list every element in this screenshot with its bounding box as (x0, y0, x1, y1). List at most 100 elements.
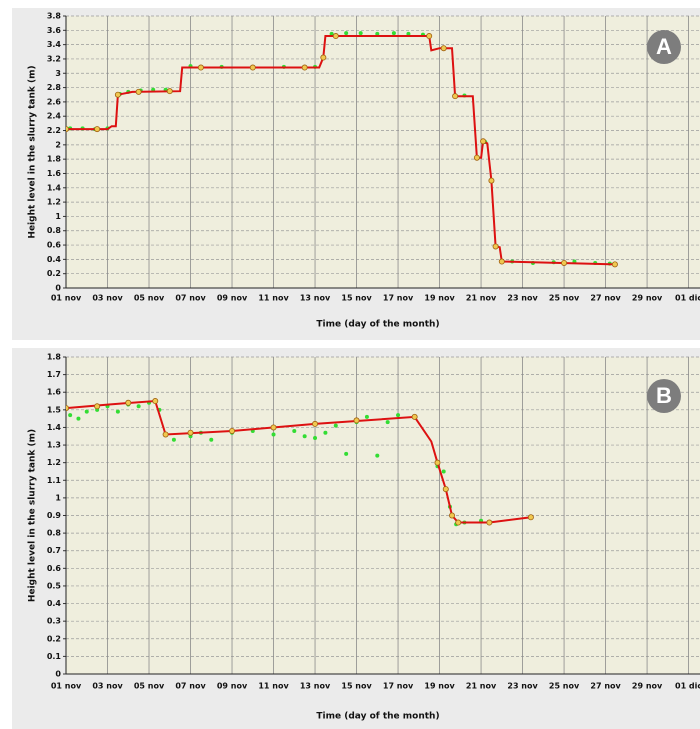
marker (135, 88, 142, 95)
marker (162, 431, 169, 438)
point (76, 416, 81, 421)
x-tick-label: 09 nov (217, 294, 248, 303)
marker (449, 512, 456, 519)
marker (426, 33, 433, 40)
x-tick-label: 01 dic (675, 294, 700, 303)
y-tick-label: 2.6 (47, 97, 62, 106)
y-tick-label: 1.8 (47, 353, 62, 362)
y-tick-label: 0.6 (47, 241, 62, 250)
y-tick-label: 1.6 (47, 169, 62, 178)
x-tick-label: 21 nov (466, 682, 497, 691)
y-tick-label: 0.5 (47, 581, 62, 590)
marker (452, 93, 459, 100)
x-tick-label: 13 nov (300, 682, 331, 691)
panel-letter: A (656, 34, 672, 59)
marker (353, 417, 360, 424)
x-tick-label: 07 nov (175, 682, 206, 691)
x-tick-label: 17 nov (383, 294, 414, 303)
marker (197, 64, 204, 71)
point (344, 451, 349, 456)
x-tick-label: 13 nov (300, 294, 331, 303)
y-tick-label: 3.2 (47, 54, 61, 63)
point (441, 469, 446, 474)
point (209, 437, 214, 442)
marker (66, 405, 69, 412)
data-layer (66, 398, 534, 527)
x-tick-label: 19 nov (424, 294, 455, 303)
y-tick-label: 1.7 (47, 370, 61, 379)
x-tick-label: 07 nov (175, 294, 206, 303)
y-tick-label: 0.7 (47, 546, 61, 555)
x-tick-label: 09 nov (217, 682, 248, 691)
point (364, 414, 369, 419)
x-tick-label: 05 nov (134, 682, 165, 691)
marker (611, 261, 618, 268)
marker (229, 427, 236, 434)
y-tick-label: 0.9 (47, 511, 62, 520)
y-tick-label: 1.2 (47, 458, 61, 467)
y-tick-label: 1 (55, 493, 61, 502)
y-axis-label: Height level in the slurry tank (m) (28, 65, 38, 238)
point (329, 31, 334, 36)
point (396, 413, 401, 418)
marker (332, 33, 339, 40)
marker (498, 258, 505, 265)
marker (312, 420, 319, 427)
x-tick-label: 23 nov (507, 294, 538, 303)
x-tick-label: 27 nov (590, 294, 621, 303)
marker (473, 154, 480, 161)
y-tick-label: 2.2 (47, 126, 61, 135)
y-tick-label: 2.4 (47, 112, 62, 121)
x-tick-label: 01 nov (51, 682, 82, 691)
marker (94, 403, 101, 410)
marker (301, 64, 308, 71)
x-tick-label: 15 nov (341, 294, 372, 303)
marker (152, 398, 159, 405)
panel-badge (647, 30, 681, 64)
x-tick-label: 11 nov (258, 682, 289, 691)
point (271, 432, 276, 437)
marker (434, 459, 441, 466)
marker (440, 45, 447, 52)
y-tick-label: 0.8 (47, 226, 62, 235)
point (302, 434, 307, 439)
y-tick-label: 1.6 (47, 388, 62, 397)
point (333, 423, 338, 428)
y-tick-label: 1.5 (47, 405, 62, 414)
y-tick-label: 1.8 (47, 155, 62, 164)
panel-letter: B (656, 383, 672, 408)
y-tick-label: 0.4 (47, 599, 62, 608)
marker (492, 243, 499, 250)
y-tick-label: 0.1 (47, 652, 62, 661)
y-tick-label: 0.2 (47, 634, 61, 643)
marker (125, 399, 132, 406)
marker (527, 514, 534, 521)
x-tick-label: 03 nov (92, 294, 123, 303)
y-tick-label: 2 (55, 140, 61, 149)
x-tick-label: 25 nov (549, 682, 580, 691)
chart: 0 0.2 0.4 0.6 0.8 1 1.2 1.4 1.6 1.8 2 2.2 2.4 2.6 2.8 3… (28, 12, 700, 330)
point (136, 404, 141, 409)
x-tick-label: 05 nov (134, 294, 165, 303)
data-layer (66, 31, 618, 268)
x-tick-label: 01 dic (675, 682, 700, 691)
x-axis-label: Time (day of the month) (316, 320, 439, 330)
point (391, 31, 396, 36)
marker (480, 138, 487, 145)
y-tick-label: 3 (55, 69, 61, 78)
point (375, 453, 380, 458)
marker (270, 424, 277, 431)
point (84, 409, 89, 414)
marker (486, 519, 493, 526)
chart: 0 0.1 0.2 0.3 0.4 0.5 0.6 0.7 0.8 0.9 1 1.1 1.2 1.3 1.… (28, 353, 700, 722)
y-tick-label: 0 (55, 284, 61, 293)
y-tick-label: 0.2 (47, 269, 61, 278)
y-tick-label: 0 (55, 670, 61, 679)
y-tick-label: 1.2 (47, 198, 61, 207)
point (358, 31, 363, 36)
x-tick-label: 15 nov (341, 682, 372, 691)
y-tick-label: 1.4 (47, 423, 62, 432)
marker (488, 177, 495, 184)
point (313, 436, 318, 441)
